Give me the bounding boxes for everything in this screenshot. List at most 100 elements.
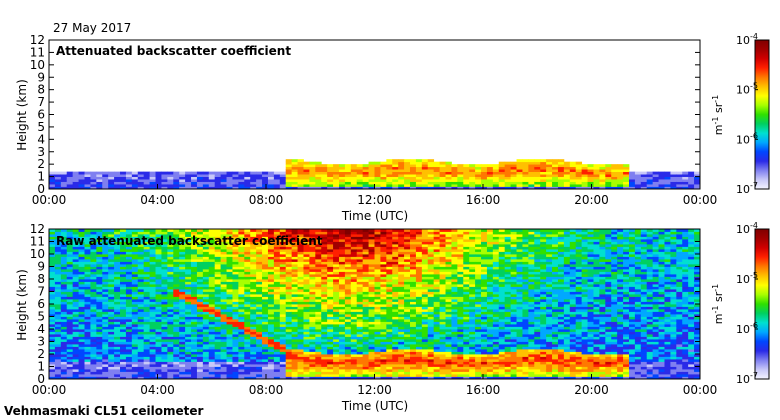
heatmap-cell <box>356 361 364 365</box>
heatmap-cell <box>415 319 423 322</box>
heatmap-cell <box>202 356 210 360</box>
heatmap-cell <box>202 274 210 277</box>
heatmap-cell <box>623 184 630 187</box>
heatmap-cell <box>344 181 352 185</box>
heatmap-cell <box>256 356 263 360</box>
heatmap-cell <box>185 361 192 365</box>
heatmap-cell <box>344 346 352 350</box>
heatmap-cell <box>191 179 198 182</box>
heatmap-cell <box>125 371 133 375</box>
heatmap-cell <box>179 346 186 350</box>
heatmap-cell <box>321 176 328 180</box>
heatmap-cell <box>291 266 298 270</box>
heatmap-cell <box>338 356 346 360</box>
heatmap-cell <box>309 349 316 352</box>
heatmap-cell <box>191 314 198 317</box>
heatmap-cell <box>191 241 198 245</box>
heatmap-cell <box>108 294 115 297</box>
heatmap-cell <box>386 341 393 345</box>
heatmap-cell <box>72 181 79 185</box>
heatmap-cell <box>208 281 216 285</box>
heatmap-cell <box>84 271 91 275</box>
heatmap-cell <box>108 301 115 305</box>
heatmap-cell <box>333 241 340 245</box>
heatmap-cell <box>486 176 494 180</box>
heatmap-cell <box>315 251 322 255</box>
heatmap-cell <box>421 171 429 175</box>
heatmap-cell <box>273 254 281 257</box>
heatmap-cell <box>214 306 222 310</box>
heatmap-cell <box>492 166 500 170</box>
heatmap-cell <box>599 166 606 170</box>
heatmap-cell <box>149 331 156 335</box>
heatmap-cell <box>60 241 68 245</box>
heatmap-cell <box>356 314 364 317</box>
heatmap-cell <box>125 254 133 257</box>
heatmap-attenuated <box>49 159 701 190</box>
heatmap-cell <box>333 374 340 377</box>
heatmap-cell <box>552 181 559 185</box>
heatmap-cell <box>362 271 369 275</box>
heatmap-cell <box>114 269 121 272</box>
heatmap-cell <box>297 271 304 275</box>
heatmap-cell <box>125 246 133 250</box>
heatmap-cell <box>161 184 168 187</box>
heatmap-cell <box>220 301 227 305</box>
heatmap-cell <box>540 161 547 165</box>
heatmap-cell <box>415 251 423 255</box>
heatmap-cell <box>557 166 565 170</box>
heatmap-cell <box>149 316 156 320</box>
heatmap-cell <box>415 184 423 187</box>
heatmap-cell <box>84 254 91 257</box>
heatmap-cell <box>143 256 151 260</box>
heatmap-cell <box>161 374 168 377</box>
heatmap-cell <box>356 291 364 295</box>
heatmap-cell <box>481 181 488 185</box>
heatmap-cell <box>244 239 251 242</box>
heatmap-cell <box>439 179 446 182</box>
heatmap-cell <box>208 286 216 290</box>
heatmap-cell <box>303 334 310 337</box>
heatmap-cell <box>421 291 429 295</box>
heatmap-cell <box>338 254 346 257</box>
heatmap-cell <box>84 364 91 367</box>
heatmap-cell <box>333 274 340 277</box>
heatmap-cell <box>143 366 151 370</box>
heatmap-cell <box>658 181 665 185</box>
heatmap-cell <box>137 294 145 297</box>
heatmap-cell <box>297 331 304 335</box>
heatmap-cell <box>333 361 340 365</box>
heatmap-cell <box>179 266 186 270</box>
heatmap-cell <box>96 321 103 325</box>
heatmap-cell <box>202 359 210 362</box>
heatmap-cell <box>232 331 239 335</box>
heatmap-cell <box>321 174 328 177</box>
heatmap-cell <box>344 266 352 270</box>
heatmap-cell <box>143 306 151 310</box>
heatmap-cell <box>149 276 156 280</box>
heatmap-cell <box>125 261 133 265</box>
instrument-label: Vehmasmaki CL51 ceilometer <box>4 404 204 418</box>
heatmap-cell <box>232 269 239 272</box>
heatmap-cell <box>143 364 151 367</box>
heatmap-cell <box>404 369 411 372</box>
heatmap-cell <box>262 316 269 320</box>
heatmap-cell <box>327 329 334 332</box>
heatmap-cell <box>279 356 287 360</box>
heatmap-cell <box>398 271 405 275</box>
heatmap-cell <box>279 306 287 310</box>
heatmap-cell <box>427 159 435 163</box>
heatmap-cell <box>114 234 121 237</box>
heatmap-cell <box>427 161 435 165</box>
heatmap-cell <box>137 279 145 282</box>
heatmap-cell <box>510 176 517 180</box>
heatmap-cell <box>404 266 411 270</box>
heatmap-cell <box>60 296 68 300</box>
heatmap-cell <box>102 344 109 347</box>
heatmap-cell <box>72 359 79 362</box>
heatmap-cell <box>315 281 322 285</box>
heatmap-cell <box>297 326 304 330</box>
heatmap-cell <box>262 369 269 372</box>
heatmap-cell <box>161 369 168 372</box>
heatmap-cell <box>356 374 364 377</box>
